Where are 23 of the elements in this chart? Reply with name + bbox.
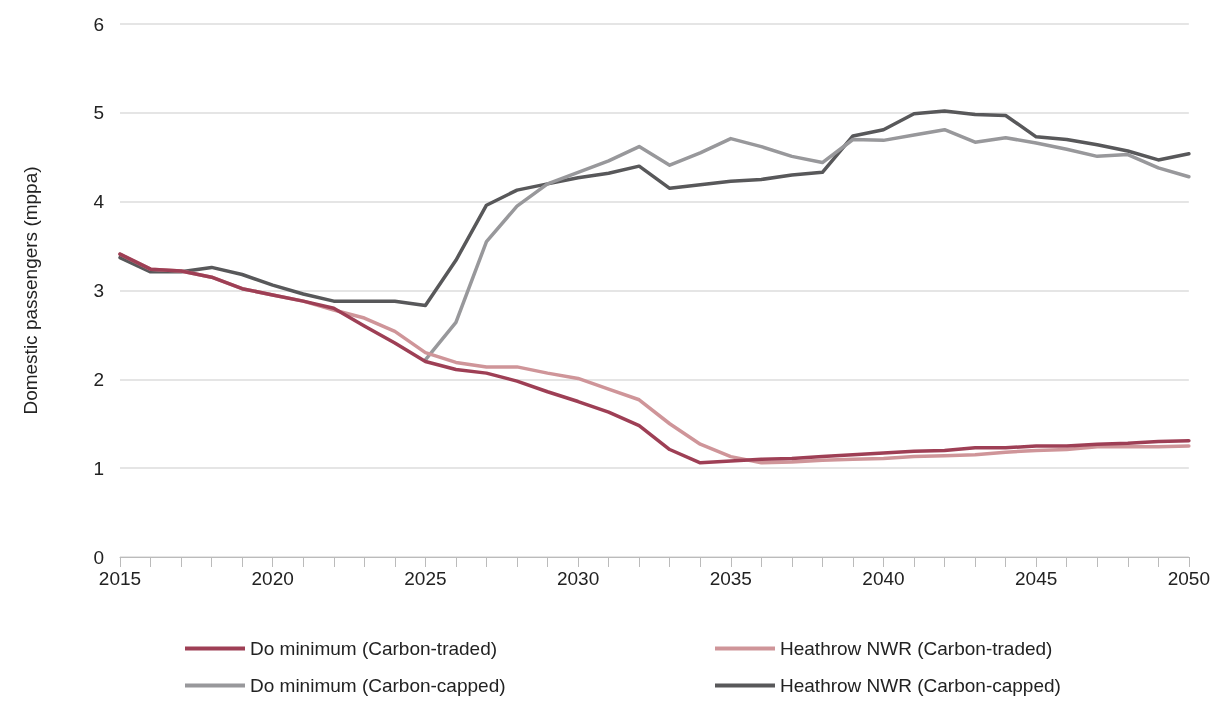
x-tick-label: 2045 [1015, 568, 1058, 589]
x-tick-label: 2025 [404, 568, 447, 589]
line-series [423, 127, 1191, 362]
x-tick-label: 2035 [709, 568, 752, 589]
legend-label: Heathrow NWR (Carbon-traded) [780, 638, 1053, 659]
legend-label: Do minimum (Carbon-capped) [250, 675, 506, 696]
y-tick-label: 2 [93, 368, 104, 390]
y-tick-label: 4 [93, 191, 105, 213]
y-tick-label: 3 [93, 280, 104, 301]
y-tick-label: 1 [93, 457, 104, 479]
legend-label: Heathrow NWR (Carbon-capped) [780, 675, 1061, 696]
x-tick-label: 2050 [1167, 568, 1211, 589]
legend-label: Do minimum (Carbon-traded) [250, 638, 498, 659]
x-tick-label: 2020 [251, 568, 294, 589]
x-tick-label: 2015 [98, 568, 142, 589]
y-tick-label: 5 [93, 102, 104, 124]
y-tick-label: 6 [93, 13, 104, 35]
y-axis-title: Domestic passengers (mppa) [20, 166, 41, 415]
line-series [118, 252, 1191, 465]
x-tick-label: 2040 [862, 568, 905, 589]
y-tick-label: 0 [93, 546, 104, 568]
x-tick-label: 2030 [556, 568, 600, 589]
line-series [118, 109, 1191, 308]
